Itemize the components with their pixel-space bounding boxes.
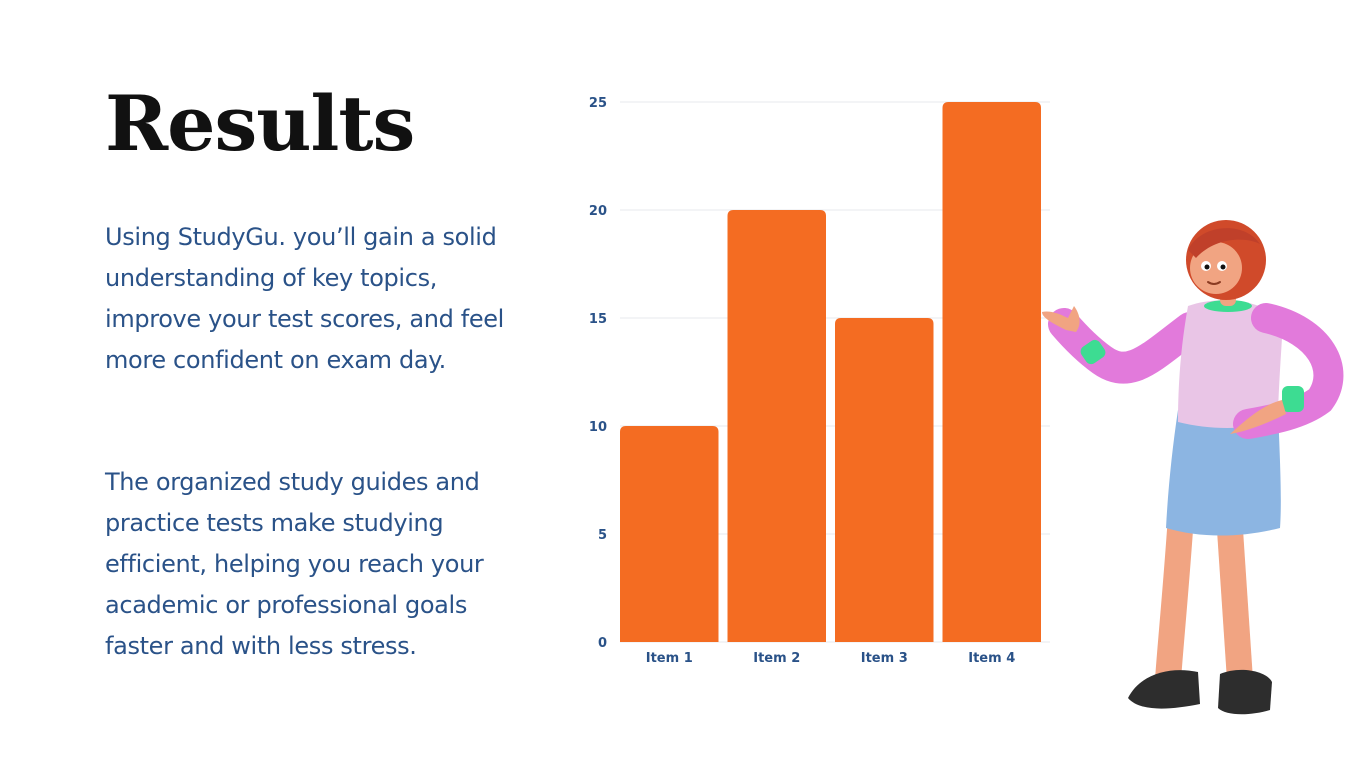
bent-cuff bbox=[1282, 386, 1304, 412]
left-shoe bbox=[1128, 670, 1200, 709]
x-axis-ticks: Item 1 Item 2 Item 3 Item 4 bbox=[646, 651, 1016, 666]
bar-item-1 bbox=[620, 426, 719, 642]
bar-item-2 bbox=[727, 210, 826, 642]
slide-title: Results bbox=[105, 79, 415, 168]
y-tick-label: 5 bbox=[598, 528, 607, 543]
raised-cuff bbox=[1080, 339, 1106, 365]
x-tick-label: Item 2 bbox=[753, 651, 800, 666]
chart-bars bbox=[620, 102, 1041, 642]
benefits-paragraph: The organized study guides and practice … bbox=[105, 468, 484, 660]
y-tick-label: 10 bbox=[589, 420, 607, 435]
x-tick-label: Item 1 bbox=[646, 651, 693, 666]
torso bbox=[1178, 300, 1282, 428]
bangs bbox=[1188, 228, 1260, 258]
y-tick-label: 0 bbox=[598, 636, 607, 651]
y-tick-label: 25 bbox=[589, 96, 607, 111]
left-leg bbox=[1155, 517, 1193, 693]
skirt bbox=[1166, 410, 1281, 536]
right-pupil bbox=[1220, 264, 1226, 270]
left-pupil bbox=[1204, 264, 1210, 270]
bar-chart: 0 5 10 15 20 25 Item 1 Item 2 Item 3 Item 4 bbox=[589, 96, 1050, 666]
y-tick-label: 20 bbox=[589, 204, 607, 219]
bar-item-3 bbox=[835, 318, 934, 642]
x-tick-label: Item 3 bbox=[861, 651, 908, 666]
y-axis-ticks: 0 5 10 15 20 25 bbox=[589, 96, 607, 651]
raised-arm bbox=[1048, 308, 1206, 384]
bar-item-4 bbox=[942, 102, 1041, 642]
x-tick-label: Item 4 bbox=[968, 651, 1015, 666]
intro-paragraph: Using StudyGu. you’ll gain a solid under… bbox=[105, 223, 504, 374]
face bbox=[1190, 242, 1242, 294]
bent-hand bbox=[1230, 400, 1286, 434]
woman-presenting-illustration bbox=[1042, 220, 1344, 715]
right-shoe bbox=[1218, 669, 1272, 715]
right-leg bbox=[1217, 517, 1253, 693]
raised-hand bbox=[1042, 306, 1080, 332]
mouth bbox=[1207, 281, 1221, 285]
y-tick-label: 15 bbox=[589, 312, 607, 327]
